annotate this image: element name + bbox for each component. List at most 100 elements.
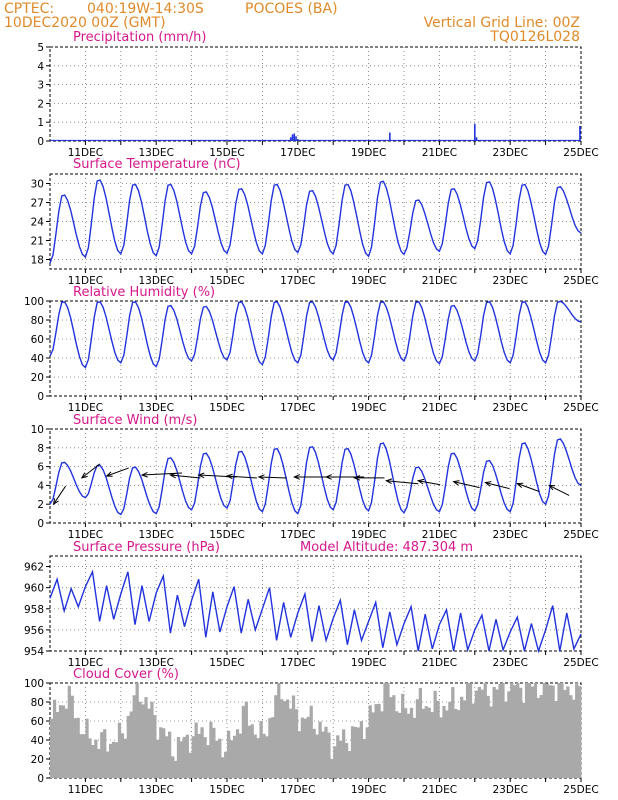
wind-arrow [292,474,329,480]
x-tick-label: 25DEC [563,402,598,414]
cloud-cover-bar [206,745,210,778]
cloud-cover-bar [572,699,576,778]
x-tick-label: 21DEC [422,402,457,414]
wind-arrow [484,481,510,490]
cloud-cover-bar [345,743,349,778]
wind-arrow-head [353,475,361,481]
cloud-cover-bar [374,704,378,778]
cloud-cover-bar [150,701,154,778]
cloud-cover-bar [380,711,384,778]
cloud-cover-bar [76,717,80,778]
panel-cloud-cover: Cloud Cover (%) 0 20 40 60 80 100 11DEC 13DEC 15… [24,667,599,796]
cloud-cover-bar [229,740,234,778]
x-tick-label: 23DEC [492,275,527,287]
x-tick-label: 21DEC [422,275,457,287]
cloud-cover-bar [454,708,458,778]
x-tick-label: 13DEC [138,529,173,541]
cloud-cover-bar [421,708,425,778]
header-grid-note: Vertical Grid Line: 00Z [424,15,580,31]
y-tick-label: 3 [37,80,44,92]
cloud-cover-bar [106,751,110,778]
cloud-cover-bar [560,683,564,778]
x-tick-label: 11DEC [68,784,103,796]
cloud-cover-bar [504,701,508,778]
cloud-cover-bar [103,729,107,778]
cloud-cover-bar [221,757,225,778]
cloud-cover-bar [67,685,71,778]
wind-arrow-shaft [453,481,480,489]
x-tick-label: 11DEC [68,529,103,541]
cloud-cover-bar [312,728,316,778]
y-tick-label: 80 [31,697,44,709]
wind-arrow-shaft [170,474,201,479]
cloud-cover-bar [156,739,160,778]
x-tick-label: 15DEC [209,275,244,287]
x-tick-label: 25DEC [563,275,598,287]
cloud-cover-bar [85,718,89,778]
cloud-cover-bar [315,734,319,778]
x-tick-label: 21DEC [422,147,457,159]
x-tick-label: 19DEC [351,402,386,414]
cloud-cover-bar [159,727,163,778]
x-tick-label: 19DEC [351,147,386,159]
wind-arrow-head [416,478,425,485]
x-tick-label: 23DEC [492,402,527,414]
y-tick-label: 21 [31,236,44,248]
cloud-cover-bar [395,711,399,778]
cloud-cover-bar [250,724,254,778]
cloud-cover-bar [551,685,555,778]
wind-arrow [452,480,480,489]
x-tick-label: 15DEC [209,657,244,669]
model-altitude-annotation: Model Altitude: 487.304 m [300,540,473,555]
header-source: CPTEC: [4,1,54,17]
wind-arrow [516,482,540,492]
wind-arrow [169,472,201,479]
cloud-cover-bar [200,727,204,778]
x-tick-label: 23DEC [492,657,527,669]
y-tick-label: 962 [24,562,44,574]
x-tick-label: 15DEC [209,147,244,159]
cloud-cover-bar [578,686,582,778]
y-tick-label: 100 [24,678,44,690]
cloud-cover-bar [495,689,499,778]
cloud-cover-bar [575,683,579,778]
panel-title: Surface Wind (m/s) [73,413,197,428]
cloud-cover-bar [129,711,133,778]
cloud-cover-bar [368,705,372,778]
panel-title: Relative Humidity (%) [73,285,215,300]
cloud-cover-bar [468,683,473,778]
cloud-cover-bar [392,695,396,778]
wind-arrow [416,478,441,486]
wind-arrow-shaft [258,476,287,479]
plot-frame [49,300,582,397]
cloud-cover-bar [507,691,511,778]
wind-arrow [52,485,66,506]
wind-arrow [80,463,101,479]
y-tick-label: 27 [31,198,44,210]
cloud-cover-bar [120,733,125,778]
cloud-cover-bar [501,683,505,778]
cloud-cover-bar [280,699,284,778]
wind-arrow [225,473,258,480]
cloud-cover-bar [569,695,573,778]
cloud-cover-bar [247,725,251,778]
x-tick-label: 25DEC [563,657,598,669]
cloud-cover-bar [123,738,127,778]
cloud-cover-bar [522,702,526,778]
cloud-cover-bar [545,683,549,778]
wind-arrow-shaft [106,467,129,477]
y-tick-label: 0 [37,773,44,785]
cloud-cover-bar [126,715,130,778]
cloud-cover-bar [362,738,366,778]
wind-arrow [197,472,237,479]
wind-arrow [547,484,570,496]
cloud-cover-bar [324,726,328,778]
y-tick-label: 40 [31,735,44,747]
y-tick-label: 20 [31,754,44,766]
wind-arrow-shaft [81,463,101,479]
cloud-cover-bar [436,700,440,778]
cloud-cover-bar [424,706,428,778]
cloud-cover-bar [253,734,257,778]
cloud-cover-bar [451,687,455,778]
